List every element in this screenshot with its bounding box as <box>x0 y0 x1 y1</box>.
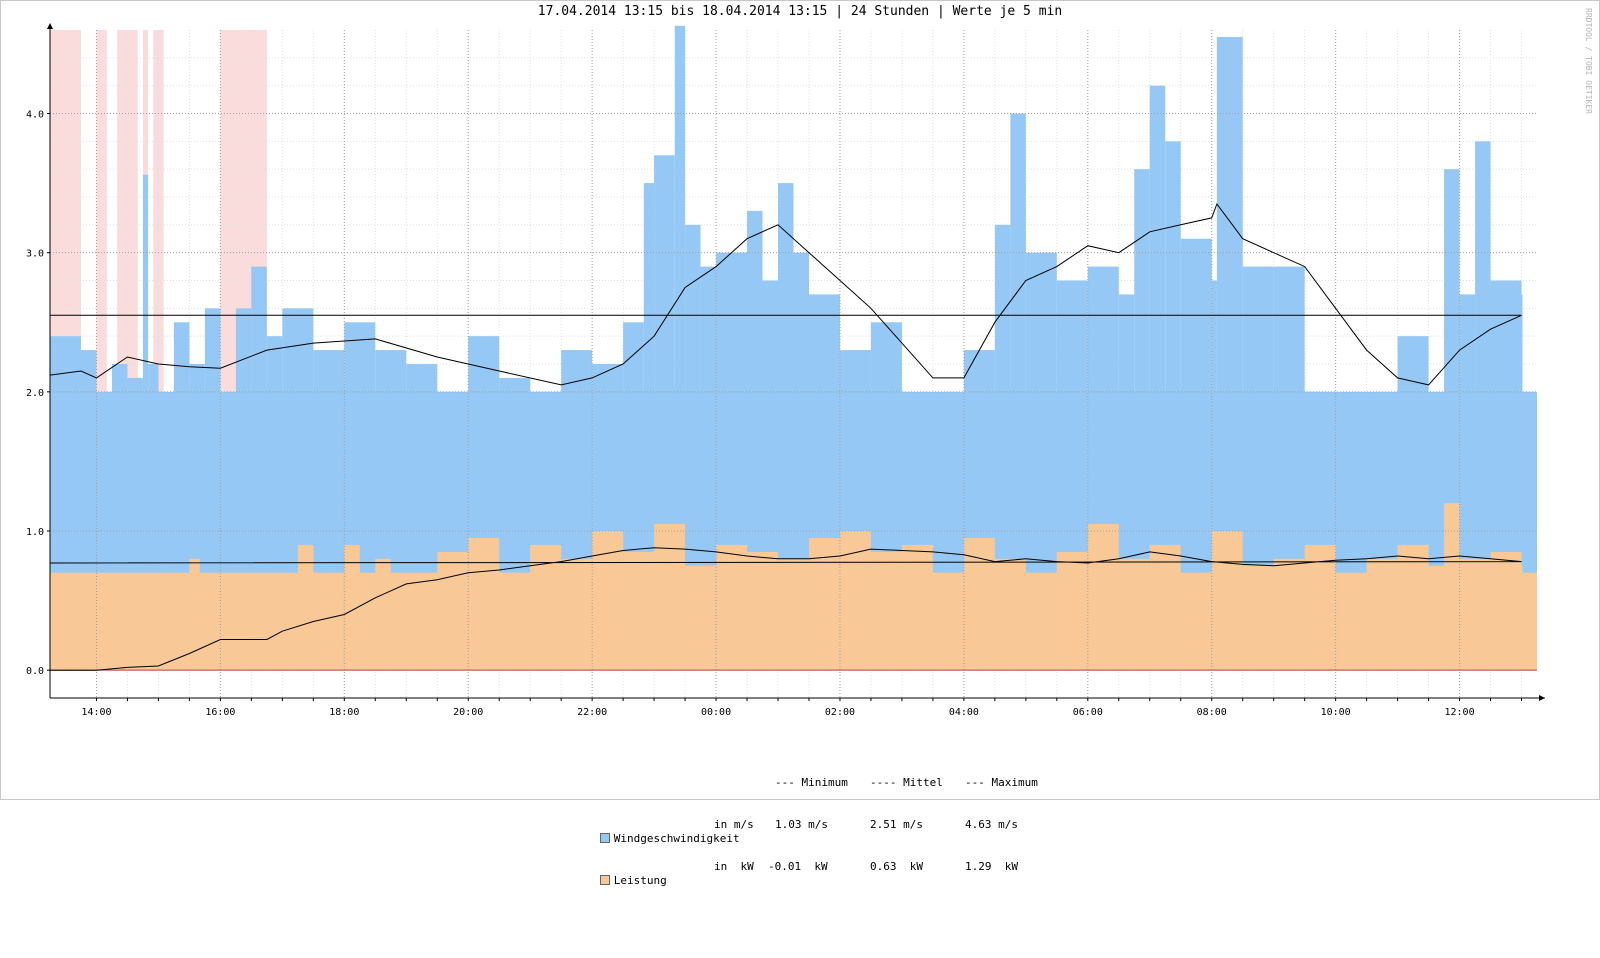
x-tick-label: 18:00 <box>329 707 359 718</box>
legend-max-power: 1.29 kW <box>965 860 1018 873</box>
y-tick-label: 1.0 <box>26 527 44 538</box>
legend-swatch-power <box>599 875 610 885</box>
average-lines <box>49 202 1522 671</box>
y-tick-labels: 0.0 1.0 2.0 3.0 4.0 <box>26 110 44 678</box>
y-tick-label: 3.0 <box>26 249 44 260</box>
x-tick-label: 04:00 <box>949 707 979 718</box>
x-tick-label: 16:00 <box>205 707 235 718</box>
legend-label-power: Leistung <box>613 874 667 887</box>
highlight-band <box>96 30 107 671</box>
plot-area: 0.0 1.0 2.0 3.0 4.0 14:00 16:00 18:00 20:00 22:0… <box>26 23 1545 718</box>
legend-header-min: --- Minimum <box>775 776 848 789</box>
x-tick-label: 12:00 <box>1444 707 1474 718</box>
legend-label-wind: Windgeschwindigkeit <box>613 832 740 845</box>
x-tick-label: 20:00 <box>453 707 483 718</box>
wind-average-line <box>49 202 1522 386</box>
legend-swatch-wind <box>599 833 610 843</box>
x-tick-label: 08:00 <box>1197 707 1227 718</box>
major-grid <box>50 30 1537 698</box>
y-tick-label: 4.0 <box>26 110 44 121</box>
power-bars <box>50 503 1537 671</box>
legend-header-max: --- Maximum <box>965 776 1038 789</box>
legend-max-wind: 4.63 m/s <box>965 818 1018 831</box>
wind-bar <box>674 25 686 671</box>
x-tick-labels: 14:00 16:00 18:00 20:00 22:00 00:00 02:00 04:00… <box>81 707 1474 718</box>
axes <box>47 23 1545 701</box>
x-axis-arrow <box>1539 695 1545 701</box>
x-tick-label: 06:00 <box>1073 707 1103 718</box>
power-average-line <box>49 547 1522 671</box>
legend-min-wind: 1.03 m/s <box>775 818 828 831</box>
x-tick-label: 00:00 <box>701 707 731 718</box>
legend-avg-wind: 2.51 m/s <box>870 818 923 831</box>
legend-min-power: -0.01 kW <box>768 860 828 873</box>
legend-row-power: Leistung in kW -0.01 kW 0.63 kW 1.29 kW <box>560 860 1018 887</box>
power-bar <box>50 572 1537 671</box>
legend-unit-power: in kW <box>714 860 754 873</box>
y-tick-label: 2.0 <box>26 388 44 399</box>
legend: --- Minimum ---- Mittel --- Maximum Wind… <box>560 748 1038 888</box>
legend-unit-wind: in m/s <box>714 818 754 831</box>
x-tick-label: 14:00 <box>81 707 111 718</box>
legend-header-row: --- Minimum ---- Mittel --- Maximum <box>560 776 1038 790</box>
x-tick-label: 02:00 <box>825 707 855 718</box>
watermark: RRDTOOL / TOBI OETIKER <box>1584 8 1593 114</box>
x-tick-label: 10:00 <box>1321 707 1351 718</box>
x-tick-label: 22:00 <box>577 707 607 718</box>
chart-title: 17.04.2014 13:15 bis 18.04.2014 13:15 | … <box>537 4 1063 19</box>
y-axis-arrow <box>47 23 53 29</box>
legend-header-avg: ---- Mittel <box>870 776 943 789</box>
legend-row-wind: Windgeschwindigkeit in m/s 1.03 m/s 2.51… <box>560 818 1018 845</box>
y-tick-label: 0.0 <box>26 666 44 677</box>
highlight-band <box>153 30 164 671</box>
legend-avg-power: 0.63 kW <box>870 860 923 873</box>
